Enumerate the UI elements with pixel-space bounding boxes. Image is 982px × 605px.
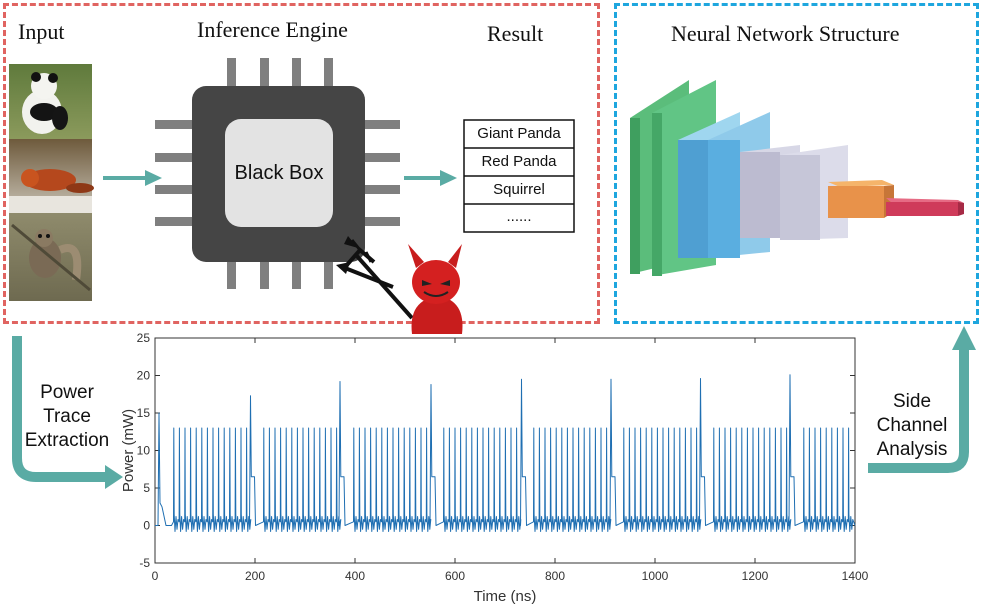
y-tick-label: 20 [137,369,151,383]
y-tick-label: 10 [137,444,151,458]
nn-title: Neural Network Structure [671,21,900,46]
nn-structure-illustration [630,80,964,276]
animal-photos [9,64,94,301]
y-tick-label: -5 [139,556,150,570]
x-tick-label: 0 [152,569,159,583]
power-trace-label-2: Trace [43,406,91,427]
input-title: Input [18,19,65,44]
power-trace-label-3: Extraction [24,430,110,451]
result-item: Red Panda [481,153,557,170]
power-trace-chart: 0 200 400 600 800 1000 1200 1400-50510152025Tim… [120,331,869,605]
x-tick-label: 400 [345,569,365,583]
y-tick-label: 25 [137,331,151,345]
result-table [463,119,575,233]
devil-attacker-icon [336,236,463,334]
input-engine-region [3,3,600,324]
x-tick-label: 1200 [742,569,769,583]
nn-structure-region [614,3,979,324]
y-tick-label: 0 [143,519,150,533]
y-tick-label: 5 [143,481,150,495]
x-tick-label: 600 [445,569,465,583]
side-channel-label-3: Analysis [876,439,948,460]
x-tick-label: 200 [245,569,265,583]
x-tick-label: 1400 [842,569,869,583]
side-channel-label-1: Side [892,391,932,412]
chip [155,58,400,289]
result-item: Squirrel [493,181,545,198]
y-axis-label: Power (mW) [120,409,137,492]
x-tick-label: 1000 [642,569,669,583]
power-trace-label-1: Power [40,382,94,403]
result-item: Giant Panda [477,125,561,142]
side-channel-label-2: Channel [876,415,948,436]
result-item: ...... [506,208,532,225]
arrow-to-result [404,170,457,186]
power-trace-arrow [12,336,123,489]
x-axis-label: Time (ns) [474,588,537,605]
engine-title: Inference Engine [197,17,348,42]
arrow-to-chip [103,170,162,186]
power-trace-series [155,374,856,532]
x-tick-label: 800 [545,569,565,583]
y-tick-label: 15 [137,406,151,420]
result-title: Result [487,21,544,46]
chip-label: Black Box [234,162,324,184]
side-channel-arrow [868,326,976,473]
